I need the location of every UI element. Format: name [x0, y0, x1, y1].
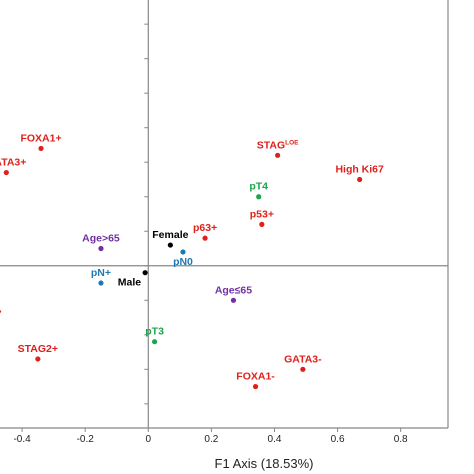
- data-point: [252, 383, 259, 390]
- data-point-label: GATA3-: [284, 353, 322, 365]
- data-point: [98, 245, 104, 252]
- data-point: [357, 176, 363, 183]
- data-point-label-superscript: LOE: [285, 139, 299, 146]
- data-point: [259, 221, 265, 227]
- x-tick-label: 0: [146, 434, 152, 445]
- data-point: [256, 194, 262, 200]
- data-point-label: pT4: [249, 181, 268, 193]
- data-point-label: p53+: [250, 208, 274, 220]
- data-point-label: FOXA1-: [236, 371, 275, 383]
- data-point: [300, 366, 306, 372]
- data-point-label: Age>65: [82, 233, 120, 245]
- data-point: [38, 145, 44, 152]
- data-point-label: STAG2+: [18, 343, 58, 355]
- data-point: [98, 280, 104, 286]
- x-axis-title: F1 Axis (18.53%): [215, 456, 314, 471]
- data-point-label: High Ki67: [335, 163, 384, 175]
- data-point: [180, 249, 186, 255]
- data-point: [142, 270, 148, 276]
- data-point-label: Female: [152, 229, 188, 241]
- x-tick-label: 0.6: [331, 434, 345, 445]
- axes: [0, 0, 449, 429]
- data-point: [167, 242, 173, 248]
- x-tick-label: 0.8: [394, 434, 408, 445]
- data-point-label: Ki67: [0, 308, 2, 320]
- data-point-label: pT3: [145, 326, 164, 338]
- data-point: [202, 235, 208, 241]
- data-point-label: Male: [118, 277, 142, 289]
- x-tick-label: 0.4: [268, 434, 282, 445]
- data-point-label: pN0: [173, 256, 193, 268]
- data-points: FOXA1+ GATA3+ STAGLOE High Ki67 pT4 p53+ p63+ F…: [0, 132, 384, 390]
- data-point: [230, 297, 237, 303]
- data-point: [151, 339, 158, 345]
- x-tick-label: 0.2: [204, 434, 218, 445]
- data-point: [275, 152, 281, 158]
- x-tick-label: -0.4: [13, 434, 31, 445]
- data-point-label: p63+: [193, 222, 217, 234]
- data-point-label: STAGLOE: [257, 139, 299, 151]
- data-point: [3, 169, 9, 176]
- data-point-label: Age≤65: [215, 284, 252, 296]
- data-point-label: FOXA1+: [20, 132, 61, 144]
- ticks: -0.4 -0.2 0 0.2 0.4 0.6 0.8: [13, 23, 408, 445]
- data-point-label: GATA3+: [0, 157, 26, 169]
- x-tick-label: -0.2: [77, 434, 95, 445]
- data-point-label: pN+: [91, 267, 111, 279]
- data-point: [35, 356, 41, 362]
